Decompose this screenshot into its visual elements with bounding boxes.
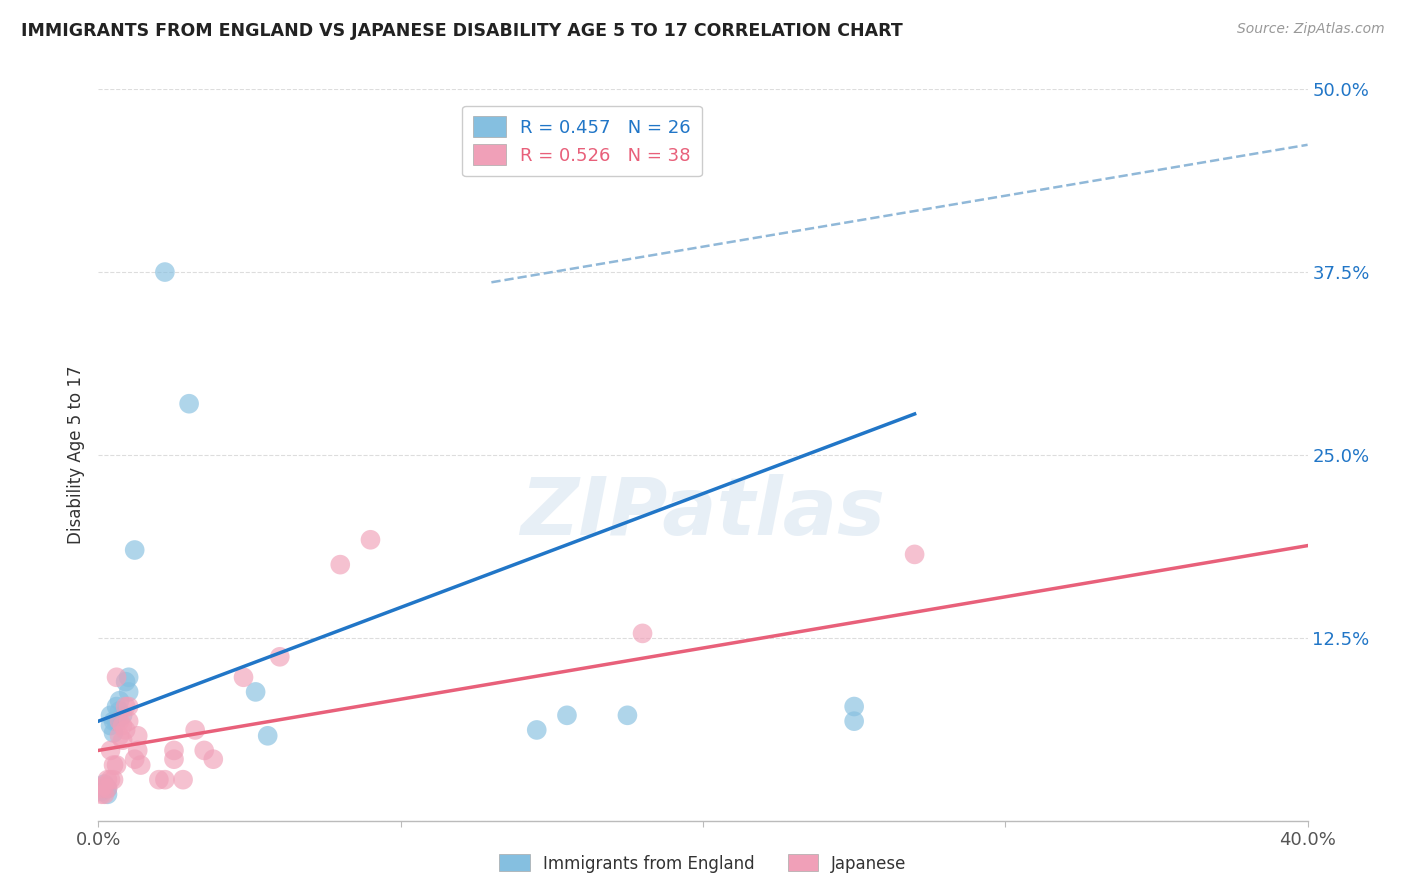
Text: ZIPatlas: ZIPatlas: [520, 475, 886, 552]
Point: [100, 772, 122, 787]
Point: [111, 718, 134, 732]
Point: [96, 781, 118, 796]
Point: [148, 772, 170, 787]
Point: [108, 694, 131, 708]
Point: [90, 787, 112, 801]
Point: [163, 743, 186, 757]
Point: [96, 787, 118, 801]
Point: [329, 558, 352, 572]
Point: [153, 772, 176, 787]
Point: [93, 779, 115, 793]
Point: [129, 758, 152, 772]
Point: [90, 781, 112, 796]
Point: [90, 784, 112, 798]
Point: [103, 714, 125, 728]
Point: [360, 533, 382, 547]
Point: [245, 685, 267, 699]
Point: [172, 772, 194, 787]
Point: [114, 674, 136, 689]
Point: [96, 781, 118, 796]
Point: [103, 758, 125, 772]
Point: [108, 704, 131, 718]
Point: [118, 670, 141, 684]
Point: [256, 729, 278, 743]
Point: [93, 777, 115, 791]
Point: [616, 708, 638, 723]
Point: [100, 743, 122, 757]
Point: [103, 726, 125, 740]
Point: [127, 743, 149, 757]
Point: [193, 743, 215, 757]
Point: [904, 548, 927, 562]
Point: [124, 752, 146, 766]
Point: [111, 708, 134, 723]
Point: [114, 723, 136, 737]
Point: [108, 729, 131, 743]
Point: [844, 699, 866, 714]
Point: [100, 708, 122, 723]
Point: [105, 670, 128, 684]
Point: [153, 265, 176, 279]
Point: [118, 699, 141, 714]
Point: [118, 714, 141, 728]
Point: [93, 787, 115, 801]
Point: [163, 752, 186, 766]
Point: [105, 758, 128, 772]
Legend: Immigrants from England, Japanese: Immigrants from England, Japanese: [494, 847, 912, 880]
Text: Source: ZipAtlas.com: Source: ZipAtlas.com: [1237, 22, 1385, 37]
Point: [108, 714, 131, 728]
Point: [526, 723, 548, 737]
Point: [114, 699, 136, 714]
Point: [202, 752, 225, 766]
Point: [232, 670, 254, 684]
Point: [269, 649, 291, 664]
Point: [124, 543, 146, 558]
Point: [184, 723, 207, 737]
Point: [631, 626, 654, 640]
Point: [179, 397, 201, 411]
Point: [111, 733, 134, 747]
Point: [103, 772, 125, 787]
Text: IMMIGRANTS FROM ENGLAND VS JAPANESE DISABILITY AGE 5 TO 17 CORRELATION CHART: IMMIGRANTS FROM ENGLAND VS JAPANESE DISA…: [21, 22, 903, 40]
Point: [555, 708, 578, 723]
Point: [105, 699, 128, 714]
Y-axis label: Disability Age 5 to 17: Disability Age 5 to 17: [66, 366, 84, 544]
Point: [100, 718, 122, 732]
Legend: R = 0.457   N = 26, R = 0.526   N = 38: R = 0.457 N = 26, R = 0.526 N = 38: [463, 105, 702, 176]
Point: [105, 714, 128, 728]
Point: [96, 772, 118, 787]
Point: [127, 729, 149, 743]
Point: [844, 714, 866, 728]
Point: [118, 685, 141, 699]
